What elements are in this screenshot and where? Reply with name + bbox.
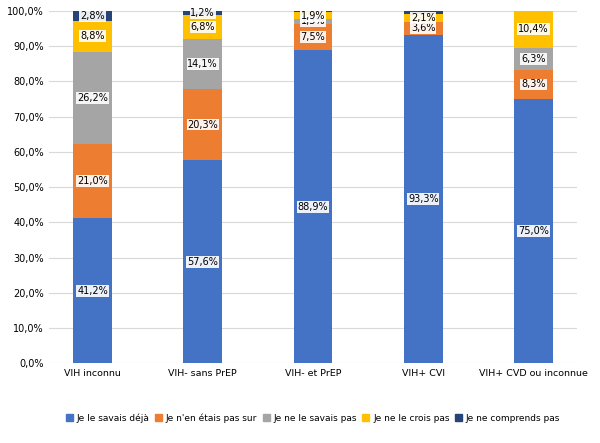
Bar: [184, 160, 222, 363]
Text: 26,2%: 26,2%: [77, 93, 108, 103]
Bar: [294, 23, 332, 50]
Text: 8,3%: 8,3%: [521, 79, 546, 89]
Text: 57,6%: 57,6%: [187, 257, 218, 267]
Text: 3,6%: 3,6%: [411, 23, 436, 33]
Text: 75,0%: 75,0%: [518, 226, 549, 236]
Bar: [73, 11, 112, 21]
Text: 14,1%: 14,1%: [187, 59, 218, 69]
Bar: [294, 12, 332, 19]
Bar: [514, 11, 553, 47]
Bar: [184, 89, 222, 160]
Bar: [73, 218, 112, 363]
Text: 10,4%: 10,4%: [518, 24, 549, 34]
Text: 8,8%: 8,8%: [80, 31, 105, 41]
Text: 6,3%: 6,3%: [521, 54, 546, 64]
Bar: [294, 11, 332, 12]
Bar: [514, 99, 553, 363]
Text: 7,5%: 7,5%: [301, 32, 325, 42]
Bar: [404, 35, 443, 363]
Bar: [404, 11, 443, 15]
Bar: [73, 52, 112, 144]
Bar: [514, 47, 553, 70]
Bar: [294, 19, 332, 23]
Text: 1,2%: 1,2%: [190, 8, 215, 18]
Text: 41,2%: 41,2%: [77, 286, 108, 295]
Text: 2,1%: 2,1%: [411, 13, 436, 23]
Text: 88,9%: 88,9%: [298, 202, 328, 212]
Bar: [73, 21, 112, 52]
Legend: Je le savais déjà, Je n'en étais pas sur, Je ne le savais pas, Je ne le crois pa: Je le savais déjà, Je n'en étais pas sur…: [66, 414, 560, 423]
Text: 20,3%: 20,3%: [187, 120, 218, 129]
Bar: [184, 15, 222, 39]
Bar: [404, 22, 443, 35]
Bar: [294, 50, 332, 363]
Bar: [184, 11, 222, 15]
Bar: [404, 15, 443, 22]
Text: 6,8%: 6,8%: [191, 22, 215, 32]
Text: 1,9%: 1,9%: [301, 11, 325, 21]
Text: 1,3%: 1,3%: [301, 16, 325, 26]
Text: 21,0%: 21,0%: [77, 176, 108, 186]
Bar: [514, 70, 553, 99]
Text: 93,3%: 93,3%: [408, 194, 439, 204]
Bar: [184, 39, 222, 89]
Bar: [73, 144, 112, 218]
Text: 2,8%: 2,8%: [80, 11, 105, 21]
